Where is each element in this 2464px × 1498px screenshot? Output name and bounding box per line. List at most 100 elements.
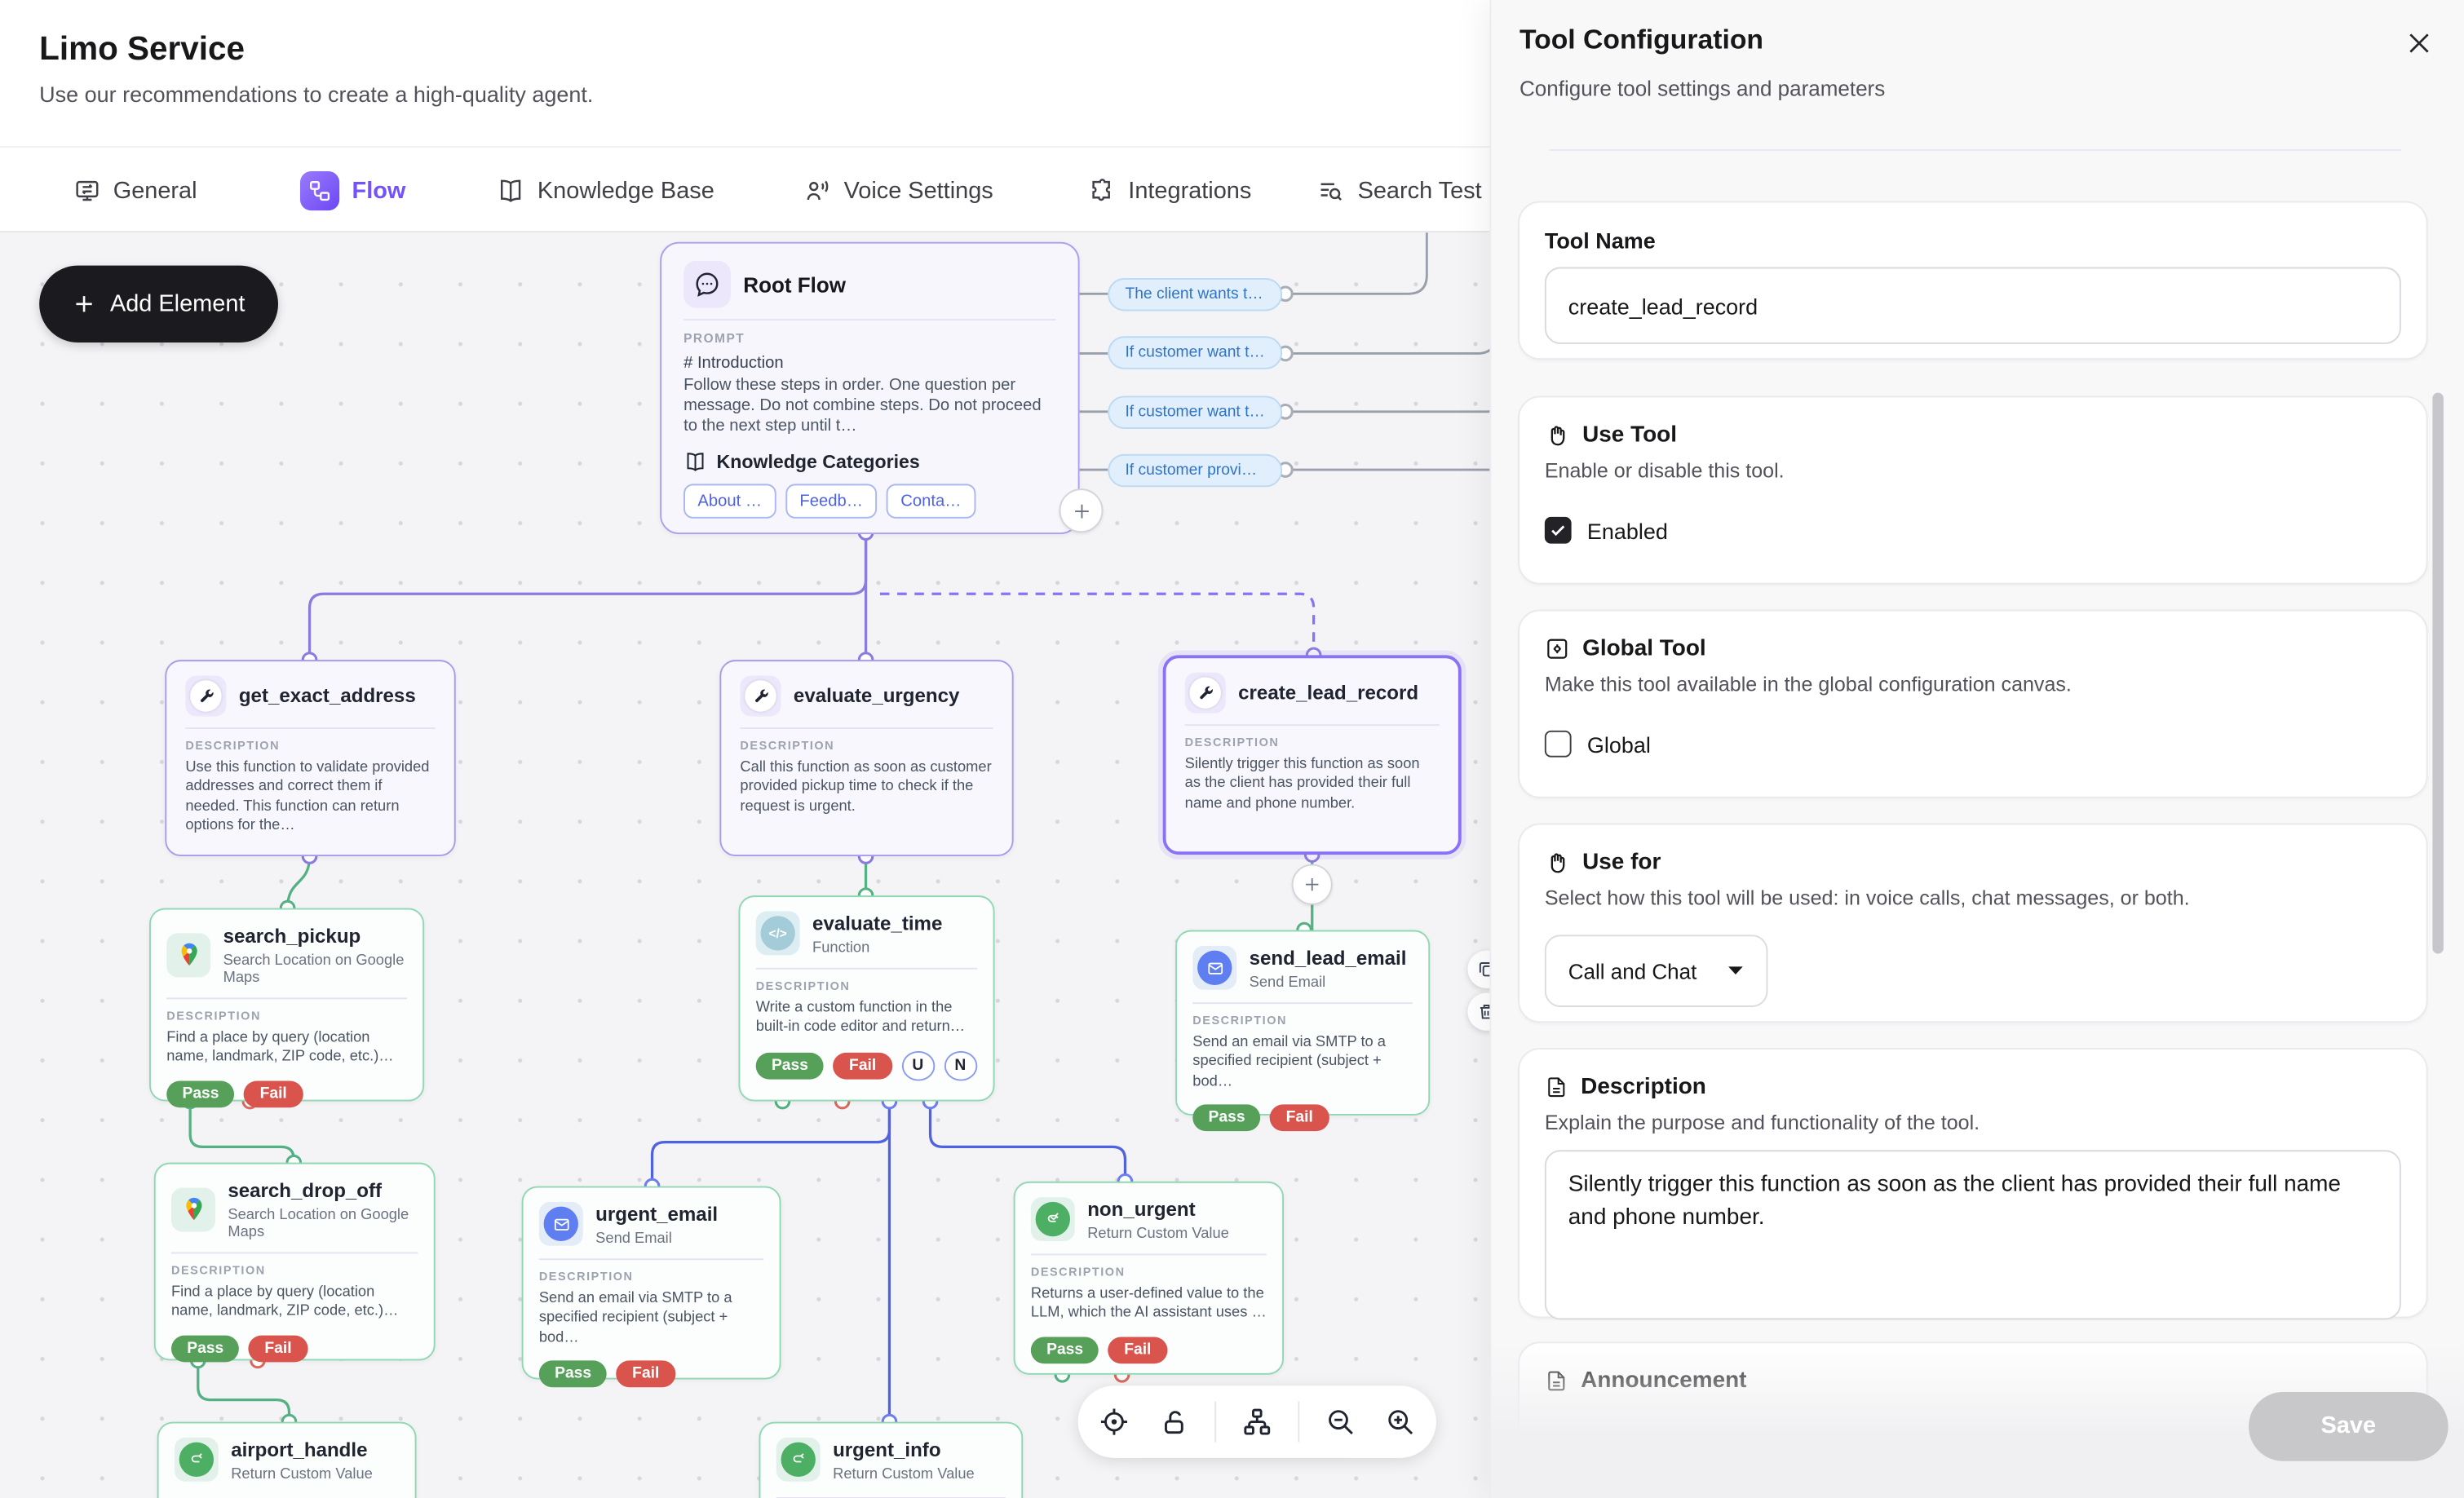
global-tool-description: Make this tool available in the global c… (1544, 672, 2072, 696)
n-badge[interactable]: N (944, 1050, 977, 1080)
global-tool-card: Global Tool Make this tool available in … (1518, 609, 2428, 798)
plus-icon (1074, 503, 1088, 518)
function-icon: </> (755, 911, 800, 956)
node-urgent-email[interactable]: urgent_email Send Email DESCRIPTION Send… (521, 1186, 781, 1388)
prompt-body: Follow these steps in order. One questio… (683, 375, 1042, 436)
fail-badge[interactable]: Fail (1270, 1104, 1329, 1132)
plus-icon (1306, 877, 1319, 891)
save-button[interactable]: Save (2248, 1391, 2449, 1460)
pass-badge[interactable]: Pass (755, 1052, 825, 1079)
zoom-out-button[interactable] (1321, 1403, 1359, 1440)
pass-badge[interactable]: Pass (1192, 1104, 1261, 1132)
node-title: get_exact_address (238, 684, 416, 707)
node-description: Find a place by query (location name, la… (170, 1284, 399, 1321)
divider (683, 319, 1056, 321)
edge-label[interactable]: If customer provided … (1108, 453, 1283, 487)
zoom-in-button[interactable] (1381, 1403, 1418, 1440)
add-element-button[interactable]: Add Element (39, 265, 279, 342)
pass-badge[interactable]: Pass (538, 1360, 608, 1388)
enabled-checkbox-label[interactable]: Enabled (1586, 517, 1668, 543)
fail-badge[interactable]: Fail (616, 1360, 675, 1388)
add-branch-button[interactable] (1059, 488, 1104, 533)
tab-search-test[interactable]: Search Test (1316, 148, 1482, 232)
description-title: Description (1581, 1074, 1706, 1100)
tab-voice-settings[interactable]: Voice Settings (803, 148, 993, 232)
knowledge-chip[interactable]: About … (683, 484, 776, 519)
hierarchy-icon (1244, 1408, 1271, 1435)
node-send-lead-email[interactable]: send_lead_email Send Email DESCRIPTION S… (1175, 930, 1431, 1132)
node-urgent-info[interactable]: urgent_info Return Custom Value (759, 1421, 1024, 1498)
lock-button[interactable] (1155, 1403, 1192, 1440)
node-get-exact-address[interactable]: get_exact_address DESCRIPTION Use this f… (165, 660, 456, 856)
zoom-out-icon (1329, 1410, 1353, 1435)
panel-subtitle: Configure tool settings and parameters (1520, 77, 1886, 101)
description-textarea[interactable]: Silently trigger this function as soon a… (1544, 1150, 2401, 1320)
tool-name-label: Tool Name (1544, 228, 1656, 254)
tab-flow[interactable]: Flow (299, 148, 405, 232)
global-checkbox-label[interactable]: Global (1586, 731, 1651, 757)
fail-badge[interactable]: Fail (1108, 1336, 1167, 1363)
toolbar-divider (1298, 1401, 1300, 1443)
node-title: urgent_info (833, 1438, 941, 1461)
use-for-dropdown[interactable]: Call and Chat (1544, 935, 1768, 1007)
panel-footer: Save (1491, 1341, 2464, 1498)
divider (755, 967, 978, 970)
close-panel-button[interactable] (2400, 24, 2437, 61)
global-checkbox[interactable] (1544, 730, 1572, 758)
node-search-pickup[interactable]: search_pickup Search Location on Google … (149, 908, 425, 1107)
tab-label: Voice Settings (843, 176, 993, 204)
tool-name-input[interactable]: create_lead_record (1544, 267, 2401, 344)
unlock-icon (1164, 1410, 1183, 1434)
edge-label[interactable]: If customer want to h… (1108, 395, 1283, 428)
locate-button[interactable] (1095, 1403, 1133, 1440)
knowledge-chip[interactable]: Feedb… (785, 484, 878, 519)
fail-badge[interactable]: Fail (244, 1080, 303, 1107)
pass-badge[interactable]: Pass (1030, 1336, 1099, 1363)
google-maps-icon (166, 932, 211, 977)
divider (166, 997, 407, 1000)
tab-label: Search Test (1357, 176, 1482, 204)
u-badge[interactable]: U (901, 1050, 935, 1080)
general-icon (76, 179, 99, 201)
knowledge-categories-label: Knowledge Categories (716, 451, 920, 474)
edge-label[interactable]: If customer want to … (1108, 336, 1283, 369)
node-root-flow[interactable]: Root Flow PROMPT # Introduction Follow t… (660, 241, 1080, 535)
grab-hand-icon (1551, 426, 1565, 446)
page-title: Limo Service (39, 31, 246, 68)
edge-label[interactable]: The client wants to b… (1108, 277, 1283, 311)
pass-badge[interactable]: Pass (166, 1080, 235, 1107)
knowledge-chip[interactable]: Conta… (886, 484, 975, 519)
panel-scrollbar[interactable] (2432, 392, 2444, 954)
section-label: DESCRIPTION (538, 1269, 634, 1284)
node-description: Send an email via SMTP to a specified re… (538, 1289, 732, 1346)
use-for-description: Select how this tool will be used: in vo… (1544, 886, 2190, 910)
enabled-checkbox[interactable] (1544, 516, 1572, 544)
auto-layout-button[interactable] (1238, 1403, 1276, 1440)
divider (1030, 1253, 1267, 1256)
divider (1192, 1002, 1413, 1005)
tab-general[interactable]: General (74, 148, 197, 232)
canvas-toolbar (1077, 1385, 1436, 1458)
section-label: DESCRIPTION (755, 979, 851, 993)
use-tool-card: Use Tool Enable or disable this tool. En… (1518, 395, 2428, 585)
add-node-button[interactable] (1291, 864, 1333, 905)
node-description: Call this function as soon as customer p… (740, 758, 992, 815)
node-subtitle: Send Email (1249, 974, 1326, 992)
node-search-drop-off[interactable]: search_drop_off Search Location on Googl… (153, 1162, 436, 1362)
node-create-lead-record[interactable]: create_lead_record DESCRIPTION Silently … (1162, 655, 1462, 855)
tab-knowledge-base[interactable]: Knowledge Base (497, 148, 714, 232)
node-non-urgent[interactable]: non_urgent Return Custom Value DESCRIPTI… (1013, 1181, 1285, 1375)
divider (538, 1258, 764, 1261)
fail-badge[interactable]: Fail (833, 1052, 892, 1079)
pass-badge[interactable]: Pass (170, 1335, 240, 1362)
tool-icon (740, 675, 781, 717)
node-evaluate-time[interactable]: </> evaluate_time Function DESCRIPTION W… (738, 895, 995, 1102)
tab-integrations[interactable]: Integrations (1089, 148, 1251, 232)
node-title: urgent_email (595, 1203, 719, 1226)
node-evaluate-urgency[interactable]: evaluate_urgency DESCRIPTION Call this f… (719, 660, 1014, 856)
return-value-icon (174, 1437, 219, 1482)
node-airport-handle[interactable]: airport_handle Return Custom Value (157, 1421, 417, 1498)
email-icon (538, 1201, 583, 1246)
prompt-heading: # Introduction (683, 353, 784, 373)
fail-badge[interactable]: Fail (249, 1335, 307, 1362)
